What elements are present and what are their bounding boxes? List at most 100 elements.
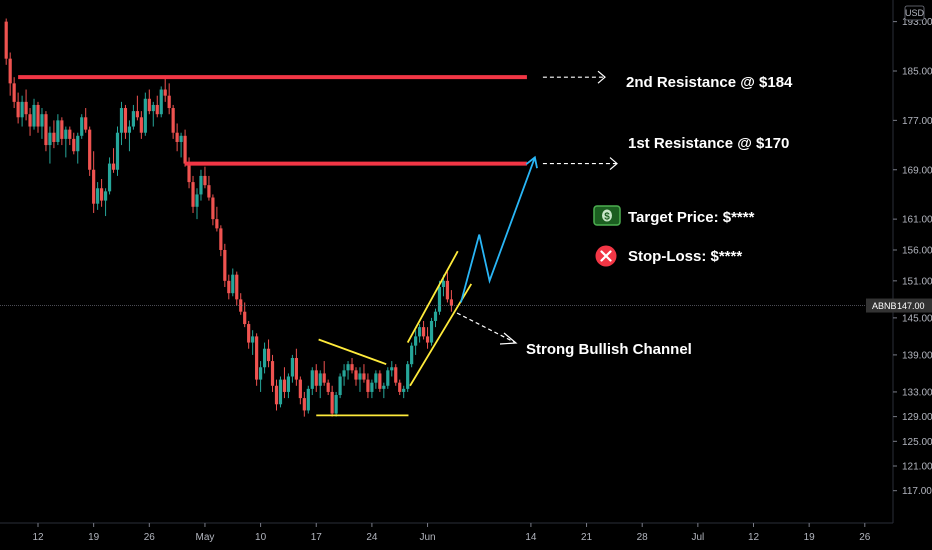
candle: [64, 126, 68, 158]
candle: [326, 379, 330, 396]
bullish-channel-label: Strong Bullish Channel: [526, 341, 692, 358]
candle: [270, 354, 275, 392]
stop-loss-item: Stop-Loss: $****: [595, 245, 742, 267]
candle: [80, 114, 84, 139]
candle: [163, 77, 167, 102]
res2-arrow-head: [597, 70, 606, 84]
candle: [199, 169, 203, 201]
candle: [362, 364, 366, 383]
candle: [449, 290, 453, 312]
candle: [12, 77, 16, 109]
candle: [147, 89, 151, 115]
candle: [103, 188, 108, 217]
candle: [92, 151, 96, 213]
time-tick-label: Jun: [419, 532, 435, 543]
res1-arrow-head: [609, 157, 618, 171]
candle: [318, 370, 322, 399]
candle: [195, 188, 199, 220]
time-axis[interactable]: 12 19 26 May 10 17 24 Jun 14 21 28 Jul 12 19 26: [0, 522, 932, 550]
candlestick-series: [4, 18, 453, 417]
annotation-drawings: [18, 70, 618, 417]
candle: [123, 104, 128, 139]
candle: [378, 370, 382, 392]
time-tick-label: May: [195, 532, 214, 543]
price-tick-label: 133.00: [902, 387, 932, 398]
price-tick-label: 161.00: [902, 215, 932, 226]
candle: [96, 182, 100, 210]
candle: [76, 132, 80, 164]
candle: [119, 101, 124, 146]
candle: [262, 342, 267, 374]
candle: [72, 132, 76, 155]
candle: [421, 320, 426, 340]
candle: [40, 108, 44, 139]
candle: [231, 268, 235, 297]
time-tick-label: 26: [144, 532, 156, 543]
candle: [294, 348, 298, 386]
candle: [88, 126, 92, 176]
candle: [334, 391, 338, 417]
candle: [322, 361, 326, 386]
candle: [274, 379, 279, 411]
candle: [24, 89, 28, 121]
time-tick-label: 10: [255, 532, 267, 543]
candle: [445, 271, 450, 303]
price-tick-label: 125.00: [902, 437, 932, 448]
candle: [374, 370, 378, 389]
candle: [211, 194, 215, 226]
candle: [143, 92, 147, 136]
candle: [247, 320, 251, 349]
candle: [48, 126, 52, 164]
candle: [155, 95, 159, 118]
candle: [402, 385, 406, 399]
candle: [159, 86, 163, 118]
candle: [302, 391, 306, 417]
time-tick-label: 28: [637, 532, 649, 543]
svg-text:$: $: [604, 212, 610, 223]
candle: [310, 367, 314, 396]
candle: [44, 111, 48, 152]
candle: [418, 324, 422, 343]
candle: [358, 367, 362, 392]
stop-loss-label: Stop-Loss: $****: [628, 248, 742, 265]
candle: [127, 120, 132, 152]
price-axis[interactable]: 117.00 121.00 125.00 129.00 133.00 139.00 145.…: [892, 0, 932, 523]
price-tick-label: 177.00: [902, 116, 932, 127]
candle: [135, 95, 139, 121]
time-tick-label: Jul: [691, 532, 704, 543]
dollar-bill-icon: $: [593, 205, 621, 226]
candle: [346, 361, 350, 380]
last-price-tag: ABNB 147.00: [866, 298, 932, 313]
candle: [16, 92, 20, 124]
candle: [394, 364, 398, 386]
candle: [314, 364, 318, 392]
candle: [179, 132, 183, 158]
candle: [151, 101, 155, 127]
candle: [259, 361, 263, 392]
candle: [56, 114, 60, 146]
candle: [36, 101, 40, 133]
time-axis-ticks: 12 19 26 May 10 17 24 Jun 14 21 28 Jul 12 19 26: [32, 523, 871, 543]
candle: [406, 361, 410, 392]
candle: [370, 379, 374, 399]
candle: [111, 148, 116, 173]
usd-badge: USD: [904, 5, 924, 21]
candle: [84, 108, 88, 133]
candle: [175, 123, 179, 152]
candle: [100, 179, 104, 207]
price-tag-value: 147.00: [897, 301, 925, 311]
candle: [398, 379, 402, 396]
candle: [425, 327, 430, 349]
price-tag-symbol: ABNB: [872, 301, 897, 311]
candle: [386, 367, 390, 389]
candle: [290, 354, 294, 383]
candle: [219, 225, 223, 257]
candle: [28, 108, 32, 136]
candle: [207, 175, 211, 201]
candle: [278, 376, 283, 408]
candle: [243, 302, 247, 328]
candle: [266, 339, 271, 368]
candle: [32, 98, 36, 130]
